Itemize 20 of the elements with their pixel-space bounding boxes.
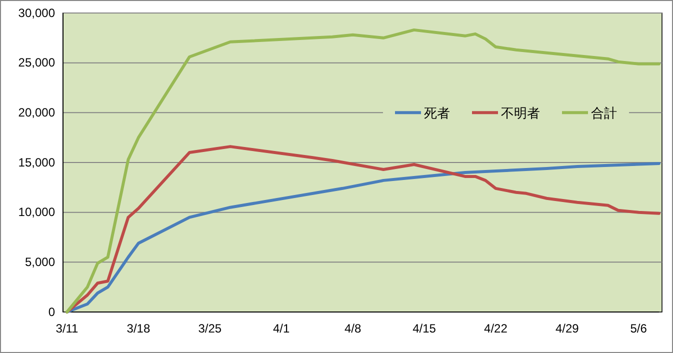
y-tick-label: 10,000 bbox=[18, 205, 56, 220]
legend-label: 合計 bbox=[591, 106, 617, 121]
x-tick-label: 4/22 bbox=[484, 322, 508, 336]
y-tick-label: 30,000 bbox=[18, 6, 56, 20]
legend-label: 死者 bbox=[424, 106, 450, 121]
line-series bbox=[66, 28, 660, 314]
x-tick-label: 3/18 bbox=[126, 322, 150, 336]
legend-label: 不明者 bbox=[501, 106, 540, 121]
y-tick-label: 0 bbox=[48, 304, 56, 319]
x-tick-label: 5/6 bbox=[630, 322, 648, 336]
x-tick-label: 3/11 bbox=[56, 322, 79, 336]
x-tick-label: 4/8 bbox=[344, 322, 362, 336]
y-tick-label: 25,000 bbox=[18, 56, 56, 70]
x-tick-label: 4/15 bbox=[412, 322, 436, 336]
x-tick-label: 4/1 bbox=[273, 322, 290, 336]
y-tick-label: 20,000 bbox=[18, 106, 56, 120]
y-tick-label: 5,000 bbox=[24, 255, 56, 270]
x-tick-label: 3/25 bbox=[198, 322, 222, 336]
x-tick-label: 4/29 bbox=[555, 322, 580, 336]
y-tick-label: 15,000 bbox=[18, 155, 56, 170]
